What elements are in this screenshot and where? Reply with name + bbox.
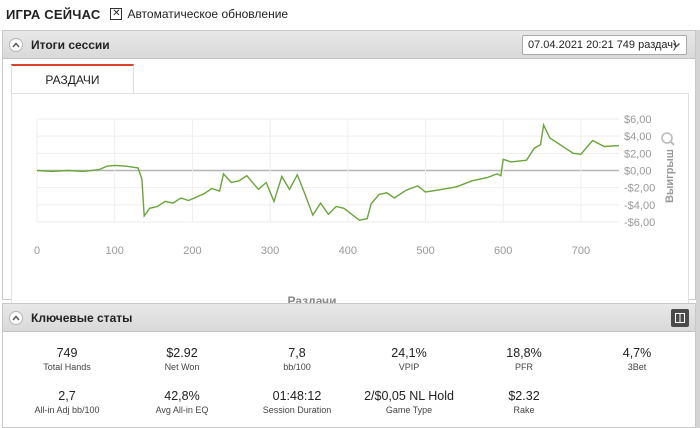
- auto-update-checkbox[interactable]: ✕: [110, 8, 123, 20]
- stat-value: 01:48:12: [272, 389, 322, 403]
- chart-grid: [36, 118, 619, 223]
- stat-label: 3Bet: [627, 362, 647, 372]
- layout-toggle-button[interactable]: [671, 309, 689, 327]
- y-tick-label: -$6,00: [624, 217, 655, 229]
- tab-row: РАЗДАЧИ: [11, 64, 689, 94]
- stats-panel-title: Ключевые статы: [31, 310, 133, 325]
- stat-label: Net Won: [164, 362, 200, 372]
- auto-update-label: Автоматическое обновление: [127, 7, 289, 21]
- stat-value: 749: [56, 346, 78, 360]
- stat-total-hands: 749 Total Hands: [9, 346, 125, 372]
- stat-rake: $2.32 Rake: [466, 389, 582, 415]
- stat-allin-adj-bb100: 2,7 All-in Adj bb/100: [9, 389, 125, 415]
- x-tick-label: 300: [261, 245, 279, 257]
- session-panel-title: Итоги сессии: [31, 37, 110, 52]
- stat-value: $2.32: [508, 389, 540, 403]
- stat-value: 7,8: [288, 346, 306, 360]
- series-line-winnings: [36, 122, 620, 222]
- stat-pfr: 18,8% PFR: [466, 346, 582, 372]
- x-tick-label: 600: [494, 245, 512, 257]
- stat-vpip: 24,1% VPIP: [351, 346, 467, 372]
- stat-label: All-in Adj bb/100: [34, 405, 100, 415]
- zoom-icon[interactable]: [661, 132, 675, 146]
- stat-value: $2.92: [166, 346, 198, 360]
- stat-value: 42,8%: [164, 389, 200, 403]
- stat-value: 4,7%: [622, 346, 652, 360]
- x-tick-label: 500: [416, 245, 434, 257]
- app-title: ИГРА СЕЙЧАС: [6, 6, 101, 22]
- x-tick-label: 0: [34, 245, 40, 257]
- stat-value: 18,8%: [506, 346, 542, 360]
- stat-label: PFR: [515, 362, 533, 372]
- stat-game-type: 2/$0,05 NL Hold Game Type: [351, 389, 467, 415]
- y-tick-label: $0,00: [624, 166, 652, 178]
- stats-panel-header: Ключевые статы: [3, 304, 695, 332]
- chevron-down-icon: [673, 43, 680, 48]
- x-tick-labels: 0 100 200 300 400 500 600 700: [34, 245, 590, 257]
- stat-net-won: $2.92 Net Won: [124, 346, 240, 372]
- stat-value: 2,7: [58, 389, 76, 403]
- session-panel-header: Итоги сессии 07.04.2021 20:21 749 раздач…: [3, 31, 695, 59]
- stat-session-duration: 01:48:12 Session Duration: [239, 389, 355, 415]
- x-tick-label: 700: [572, 245, 590, 257]
- y-tick-label: $2,00: [624, 148, 652, 160]
- y-tick-label: -$2,00: [624, 183, 655, 195]
- tab-hands[interactable]: РАЗДАЧИ: [11, 64, 134, 94]
- chart-container: 0 100 200 300 400 500 600 700 $6,00 $4,00 $2,00 $0…: [11, 93, 689, 323]
- y-tick-label: -$4,00: [624, 200, 655, 212]
- winnings-chart: 0 100 200 300 400 500 600 700 $6,00 $4,00 $2,00 $0…: [22, 114, 676, 318]
- y-axis-label: Выигрыш: [664, 149, 676, 203]
- stat-avg-allin-eq: 42,8% Avg All-in EQ: [124, 389, 240, 415]
- columns-icon: [675, 313, 685, 323]
- chevron-up-icon: [12, 314, 20, 320]
- stat-value: 2/$0,05 NL Hold: [364, 389, 454, 403]
- y-tick-label: $4,00: [624, 131, 652, 143]
- stat-label: bb/100: [283, 362, 311, 372]
- top-bar: ИГРА СЕЙЧАС ✕ Автоматическое обновление: [0, 0, 700, 28]
- stat-label: VPIP: [398, 362, 420, 372]
- stat-3bet: 4,7% 3Bet: [579, 346, 695, 372]
- stat-label: Rake: [513, 405, 535, 415]
- scrollbar[interactable]: [696, 30, 700, 428]
- y-tick-labels: $6,00 $4,00 $2,00 $0,00 -$2,00 -$4,00 -$6,00: [624, 114, 655, 229]
- collapse-stats-button[interactable]: [9, 310, 23, 325]
- chevron-up-icon: [12, 41, 20, 47]
- collapse-session-button[interactable]: [9, 37, 23, 52]
- stat-label: Avg All-in EQ: [155, 405, 209, 415]
- session-select-value: 07.04.2021 20:21 749 раздач): [528, 39, 677, 51]
- stat-label: Session Duration: [262, 405, 332, 415]
- x-tick-label: 400: [339, 245, 357, 257]
- x-tick-label: 200: [183, 245, 201, 257]
- stat-label: Total Hands: [43, 362, 91, 372]
- session-select[interactable]: 07.04.2021 20:21 749 раздач): [522, 35, 687, 55]
- stat-label: Game Type: [385, 405, 433, 415]
- session-panel: Итоги сессии 07.04.2021 20:21 749 раздач…: [2, 30, 696, 323]
- stat-value: 24,1%: [391, 346, 427, 360]
- stat-bb-100: 7,8 bb/100: [239, 346, 355, 372]
- y-tick-label: $6,00: [624, 114, 652, 126]
- stats-panel: Ключевые статы 749 Total Hands $2.92 Net W…: [2, 303, 696, 428]
- x-tick-label: 100: [106, 245, 124, 257]
